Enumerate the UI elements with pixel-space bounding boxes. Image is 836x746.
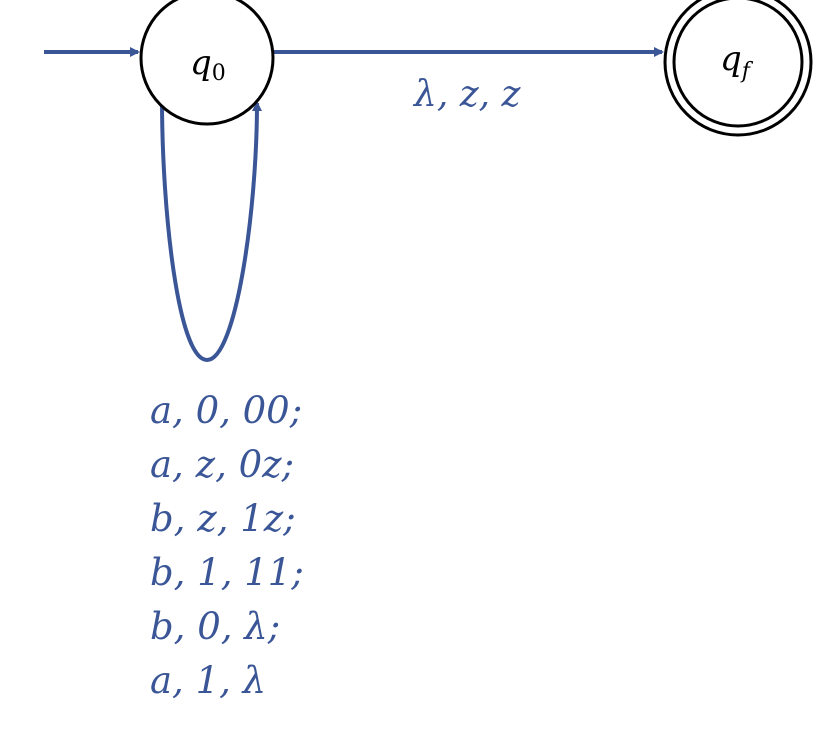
state-qf: qf (663, 0, 813, 137)
state-q0-label: q0 (190, 43, 226, 86)
loop-transition-label: b, z, 1z; (150, 497, 296, 540)
loop-transition-label: b, 0, λ; (150, 605, 281, 648)
state-qf-inner-circle (672, 0, 804, 128)
loop-transition-label: a, 1, λ (150, 659, 267, 702)
q0-to-qf-label: λ, z, z (412, 74, 522, 115)
q0-loop-label-list: a, 0, 00; a, z, 0z; b, z, 1z; b, 1, 11; … (150, 384, 304, 708)
state-q0: q0 (139, 0, 275, 126)
loop-transition-label: a, 0, 00; (150, 389, 303, 432)
loop-transition-label: a, z, 0z; (150, 443, 295, 486)
state-q0-circle (139, 0, 275, 126)
q0-self-loop-edge (160, 99, 262, 363)
loop-transition-label: b, 1, 11; (150, 551, 304, 594)
